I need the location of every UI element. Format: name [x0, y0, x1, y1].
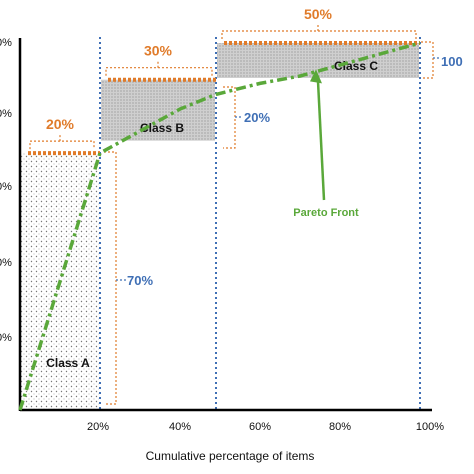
x-tick-label: 20%	[87, 421, 109, 433]
class-a-item-pct: 20%	[46, 116, 75, 132]
item-share-brackets: 20% 30% 50%	[29, 6, 417, 150]
class-c-region	[217, 43, 419, 78]
class-separators	[99, 37, 421, 410]
class-c-value-pct: 100	[441, 54, 463, 69]
class-regions	[21, 43, 419, 410]
x-axis-title: Cumulative percentage of items	[146, 449, 315, 463]
class-b-region	[101, 79, 215, 141]
pareto-arrow	[316, 81, 326, 201]
y-tick-label: 0%	[0, 332, 12, 344]
class-b-value-bracket	[223, 86, 236, 149]
y-tick-label: 0%	[0, 108, 12, 120]
class-labels: Class A Class B Class C	[46, 59, 378, 370]
class-b-value-pct: 20%	[244, 110, 270, 125]
pareto-annotation: Pareto Front	[293, 69, 359, 219]
x-tick-labels: 20% 40% 60% 80% 100%	[87, 421, 444, 433]
y-tick-label: 0%	[0, 181, 12, 193]
pareto-front-label: Pareto Front	[293, 207, 359, 219]
class-a-value-bracket	[104, 151, 117, 405]
class-a-label: Class A	[46, 356, 90, 370]
class-b-label: Class B	[140, 121, 184, 135]
axes	[18, 38, 432, 412]
x-tick-label: 60%	[249, 421, 271, 433]
x-tick-label: 40%	[169, 421, 191, 433]
class-c-item-bracket	[221, 24, 417, 39]
class-b-item-pct: 30%	[144, 43, 173, 59]
y-tick-label: 0%	[0, 37, 12, 49]
x-tick-label: 100%	[416, 421, 444, 433]
y-tick-label: 0%	[0, 257, 12, 269]
x-tick-label: 80%	[329, 421, 351, 433]
class-c-item-pct: 50%	[304, 6, 333, 22]
value-share-brackets: 70% 20% 100	[104, 41, 463, 405]
class-a-item-bracket	[29, 134, 95, 150]
pareto-front-line	[18, 41, 421, 411]
class-a-value-pct: 70%	[127, 273, 153, 288]
class-c-value-bracket	[421, 41, 434, 79]
class-b-item-bracket	[105, 60, 213, 76]
class-tops	[28, 41, 420, 156]
y-tick-labels: 0% 0% 0% 0% 0%	[0, 37, 12, 344]
arrowhead-icon	[310, 69, 322, 84]
